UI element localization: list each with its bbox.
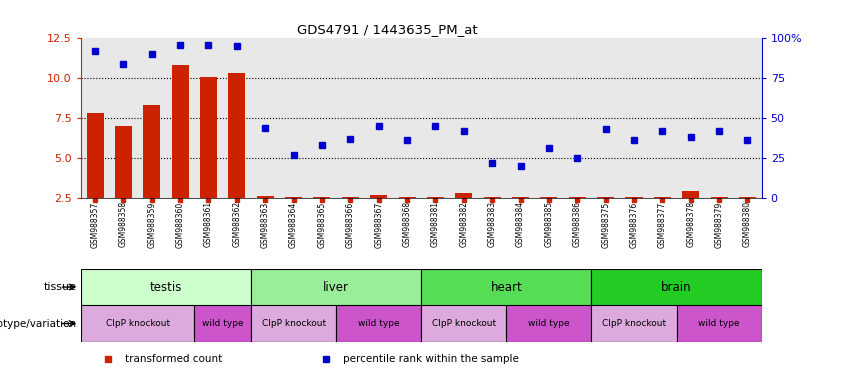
Text: transformed count: transformed count xyxy=(125,354,222,364)
Text: GSM988360: GSM988360 xyxy=(175,201,185,248)
Bar xyxy=(739,197,756,198)
Bar xyxy=(81,305,194,342)
Text: brain: brain xyxy=(661,281,692,293)
Text: liver: liver xyxy=(323,281,349,293)
Text: GSM988357: GSM988357 xyxy=(90,201,100,248)
Bar xyxy=(421,269,591,305)
Bar xyxy=(483,197,500,198)
Bar xyxy=(591,269,762,305)
Bar xyxy=(455,193,472,198)
Text: GSM988361: GSM988361 xyxy=(204,201,213,247)
Bar xyxy=(625,197,643,198)
Text: wild type: wild type xyxy=(358,319,399,328)
Bar xyxy=(285,197,302,198)
Text: GSM988375: GSM988375 xyxy=(601,201,610,248)
Text: GSM988364: GSM988364 xyxy=(289,201,298,248)
Text: ClpP knockout: ClpP knockout xyxy=(261,319,326,328)
Text: GSM988366: GSM988366 xyxy=(346,201,355,248)
Bar xyxy=(711,197,728,198)
Text: genotype/variation: genotype/variation xyxy=(0,318,77,329)
Text: GSM988368: GSM988368 xyxy=(403,201,412,247)
Text: wild type: wild type xyxy=(699,319,740,328)
Bar xyxy=(421,305,506,342)
Bar xyxy=(194,305,251,342)
Bar xyxy=(257,196,274,198)
Bar xyxy=(342,197,359,198)
Title: GDS4791 / 1443635_PM_at: GDS4791 / 1443635_PM_at xyxy=(297,23,477,36)
Text: GSM988358: GSM988358 xyxy=(119,201,128,247)
Bar xyxy=(87,113,104,198)
Bar xyxy=(597,197,614,198)
Text: GSM988378: GSM988378 xyxy=(686,201,695,247)
Text: percentile rank within the sample: percentile rank within the sample xyxy=(343,354,519,364)
Bar xyxy=(251,305,336,342)
Bar xyxy=(683,191,700,198)
Text: GSM988381: GSM988381 xyxy=(431,201,440,247)
Text: tissue: tissue xyxy=(43,282,77,292)
Bar xyxy=(313,197,330,198)
Text: ClpP knockout: ClpP knockout xyxy=(431,319,496,328)
Bar xyxy=(506,305,591,342)
Text: GSM988384: GSM988384 xyxy=(516,201,525,247)
Bar xyxy=(654,197,671,198)
Bar xyxy=(81,269,251,305)
Bar xyxy=(591,305,677,342)
Text: GSM988379: GSM988379 xyxy=(715,201,723,248)
Bar xyxy=(336,305,421,342)
Bar xyxy=(677,305,762,342)
Bar xyxy=(398,197,415,198)
Text: heart: heart xyxy=(490,281,523,293)
Text: GSM988359: GSM988359 xyxy=(147,201,157,248)
Text: GSM988380: GSM988380 xyxy=(743,201,752,247)
Bar xyxy=(115,126,132,198)
Text: GSM988376: GSM988376 xyxy=(630,201,638,248)
Bar xyxy=(143,105,160,198)
Bar xyxy=(512,197,529,198)
Bar xyxy=(370,195,387,198)
Text: GSM988363: GSM988363 xyxy=(260,201,270,248)
Text: GSM988367: GSM988367 xyxy=(374,201,383,248)
Bar xyxy=(568,197,585,198)
Bar xyxy=(228,73,245,198)
Text: GSM988383: GSM988383 xyxy=(488,201,497,247)
Text: GSM988377: GSM988377 xyxy=(658,201,667,248)
Text: ClpP knockout: ClpP knockout xyxy=(106,319,169,328)
Text: GSM988386: GSM988386 xyxy=(573,201,582,247)
Bar xyxy=(540,197,557,198)
Text: wild type: wild type xyxy=(202,319,243,328)
Text: GSM988385: GSM988385 xyxy=(545,201,553,247)
Text: testis: testis xyxy=(150,281,182,293)
Bar xyxy=(251,269,421,305)
Bar xyxy=(172,66,189,198)
Bar xyxy=(427,197,444,198)
Text: wild type: wild type xyxy=(528,319,569,328)
Text: GSM988362: GSM988362 xyxy=(232,201,242,247)
Bar xyxy=(200,77,217,198)
Text: ClpP knockout: ClpP knockout xyxy=(602,319,666,328)
Text: GSM988382: GSM988382 xyxy=(460,201,468,247)
Text: GSM988365: GSM988365 xyxy=(317,201,327,248)
